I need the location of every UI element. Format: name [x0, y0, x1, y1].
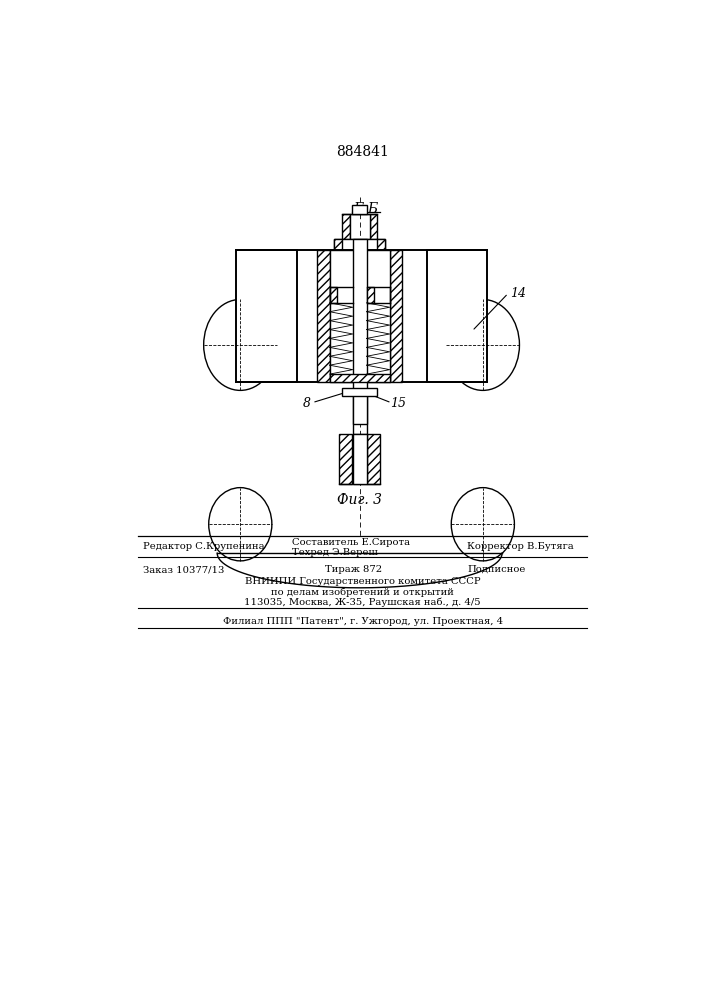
Ellipse shape: [446, 299, 520, 390]
Polygon shape: [339, 434, 352, 484]
Text: ВНИИПИ Государственного комитета СССР: ВНИИПИ Государственного комитета СССР: [245, 577, 481, 586]
Text: по делам изобретений и открытий: по делам изобретений и открытий: [271, 587, 454, 597]
Text: Филиал ППП "Патент", г. Ужгород, ул. Проектная, 4: Филиал ППП "Патент", г. Ужгород, ул. Про…: [223, 617, 503, 626]
Polygon shape: [342, 214, 350, 239]
Polygon shape: [329, 250, 390, 382]
Polygon shape: [353, 239, 366, 424]
Ellipse shape: [204, 299, 277, 390]
Polygon shape: [350, 214, 370, 239]
Polygon shape: [334, 239, 385, 250]
Polygon shape: [317, 250, 329, 382]
Text: 884841: 884841: [337, 145, 389, 159]
Polygon shape: [353, 396, 366, 434]
Polygon shape: [352, 205, 368, 214]
Text: Тираж 872: Тираж 872: [325, 565, 382, 574]
Polygon shape: [353, 434, 366, 484]
Text: 8: 8: [303, 397, 311, 410]
Text: Корректор В.Бутяга: Корректор В.Бутяга: [467, 542, 574, 551]
Text: Подписное: Подписное: [467, 565, 526, 574]
Polygon shape: [366, 287, 374, 303]
Polygon shape: [366, 434, 380, 484]
Text: Заказ 10377/13: Заказ 10377/13: [143, 565, 224, 574]
Text: Б-Б: Б-Б: [354, 202, 378, 216]
Polygon shape: [426, 250, 486, 382]
Text: 14: 14: [510, 287, 526, 300]
Polygon shape: [390, 250, 402, 382]
Polygon shape: [378, 239, 385, 250]
Polygon shape: [329, 374, 390, 382]
Polygon shape: [334, 239, 342, 250]
Polygon shape: [342, 388, 378, 396]
Text: 113035, Москва, Ж-35, Раушская наб., д. 4/5: 113035, Москва, Ж-35, Раушская наб., д. …: [245, 597, 481, 607]
Text: Редактор С.Крупенина: Редактор С.Крупенина: [143, 542, 264, 551]
Text: Техред Э.Вереш: Техред Э.Вереш: [292, 548, 378, 557]
Text: Фиг. 3: Фиг. 3: [337, 493, 382, 507]
Ellipse shape: [209, 488, 272, 561]
Polygon shape: [329, 287, 337, 303]
Polygon shape: [370, 214, 378, 239]
Ellipse shape: [451, 488, 515, 561]
Text: Составитель Е.Сирота: Составитель Е.Сирота: [292, 538, 410, 547]
Polygon shape: [236, 250, 296, 382]
Text: 15: 15: [390, 397, 406, 410]
